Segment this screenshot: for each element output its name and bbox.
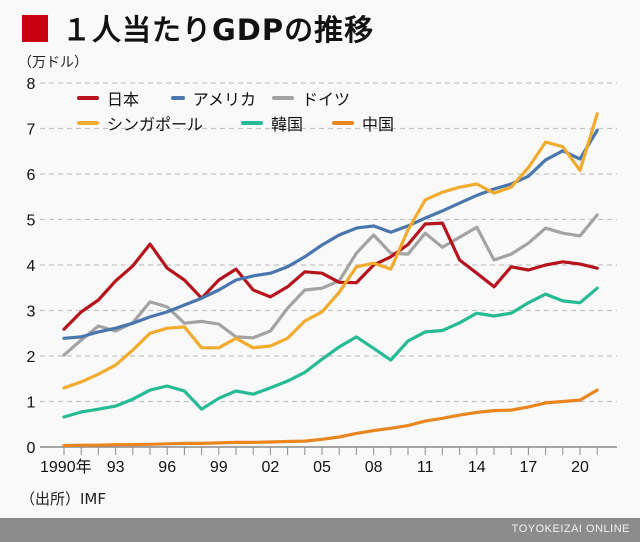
x-tick-label-2020: 20 xyxy=(571,459,589,476)
legend-swatch-china xyxy=(332,121,354,125)
x-tick-label-1993: 93 xyxy=(107,459,125,476)
y-tick-label-0: 0 xyxy=(27,440,36,457)
line-chart: 0 1 2 3 4 5 6 7 8 1990年 93 96 99 02 05 08 11 14 17 20 xyxy=(27,76,617,476)
x-tick-label-2005: 05 xyxy=(313,459,331,476)
x-tick-label-2002: 02 xyxy=(262,459,280,476)
legend-item-korea: 韓国 xyxy=(241,111,316,135)
x-tick-label-2011: 11 xyxy=(417,459,434,476)
y-tick-label-3: 3 xyxy=(27,304,36,321)
legend-row-1: 日本 アメリカ ドイツ xyxy=(77,86,366,110)
series-line-4 xyxy=(62,286,599,419)
footer-banner: TOYOKEIZAI ONLINE xyxy=(0,518,640,542)
chart-title: １人当たりGDPの推移 xyxy=(22,10,375,47)
title-text: １人当たりGDPの推移 xyxy=(62,13,375,47)
legend-label-japan: 日本 xyxy=(107,90,140,109)
legend-label-germany: ドイツ xyxy=(302,90,351,109)
series-line-1 xyxy=(62,128,599,340)
legend-label-usa: アメリカ xyxy=(192,90,256,109)
legend-item-singapore: シンガポール xyxy=(77,111,225,135)
legend-row-2: シンガポール 韓国 中国 xyxy=(77,111,410,135)
y-tick-label-7: 7 xyxy=(27,122,36,139)
series-lines xyxy=(62,112,599,448)
legend-swatch-germany xyxy=(272,96,294,100)
x-tick-label-2014: 14 xyxy=(468,459,486,476)
y-tick-label-2: 2 xyxy=(27,349,36,366)
legend-swatch-singapore xyxy=(77,121,99,125)
series-line-5 xyxy=(62,388,599,448)
legend-item-china: 中国 xyxy=(332,111,394,135)
y-tick-labels: 0 1 2 3 4 5 6 7 8 xyxy=(27,76,36,457)
legend-swatch-japan xyxy=(77,96,99,100)
x-tick-label-1996: 96 xyxy=(158,459,176,476)
series-line-3 xyxy=(62,112,599,390)
legend-label-china: 中国 xyxy=(362,115,395,134)
legend-label-korea: 韓国 xyxy=(271,115,304,134)
y-axis-unit-label: （万ドル） xyxy=(18,55,88,71)
x-tick-label-1990: 1990年 xyxy=(40,458,92,476)
series-line-2 xyxy=(62,213,599,357)
legend-item-usa: アメリカ xyxy=(171,86,256,110)
x-tick-label-1999: 99 xyxy=(210,459,228,476)
title-accent-square xyxy=(22,14,48,42)
source-note: （出所）IMF xyxy=(20,490,106,508)
legend-swatch-korea xyxy=(241,121,263,125)
y-tick-label-5: 5 xyxy=(27,213,36,230)
brand-label: TOYOKEIZAI ONLINE xyxy=(511,523,630,535)
legend-swatch-usa xyxy=(171,96,185,100)
series-line-0 xyxy=(62,221,599,331)
y-tick-label-8: 8 xyxy=(27,76,36,93)
legend-label-singapore: シンガポール xyxy=(107,115,204,134)
legend-item-germany: ドイツ xyxy=(272,86,350,110)
x-axis: 1990年 93 96 99 02 05 08 11 14 17 20 xyxy=(40,446,617,476)
y-tick-label-6: 6 xyxy=(27,167,36,184)
x-tick-label-2017: 17 xyxy=(520,459,538,476)
legend-item-japan: 日本 xyxy=(77,86,155,110)
y-tick-label-4: 4 xyxy=(27,258,36,275)
x-tick-label-2008: 08 xyxy=(365,459,383,476)
y-tick-label-1: 1 xyxy=(27,395,36,412)
